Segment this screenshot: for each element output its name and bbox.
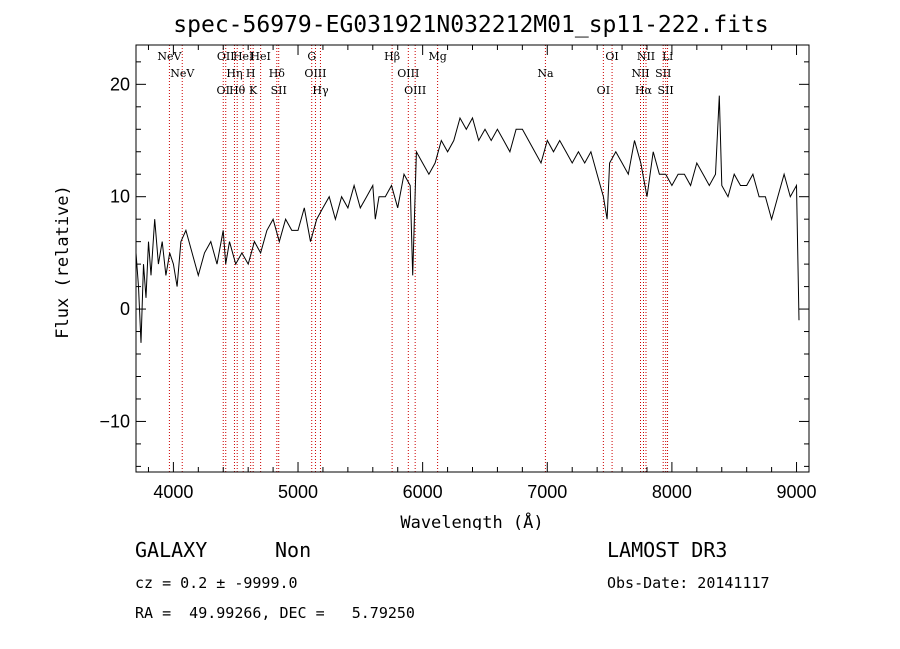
x-tick-label-0: 4000	[153, 482, 193, 502]
emission-line-labels: NeV NeV OI OII Hη Hθ HeI HK HeI Hδ SII G OIII Hγ Hβ OII…	[157, 50, 673, 97]
line-label-22: NII	[631, 67, 649, 80]
object-subclass: Non	[275, 538, 312, 562]
line-label-18: Mg	[428, 50, 446, 63]
ra-dec-text: RA = 49.99266, DEC = 5.79250	[135, 604, 415, 622]
line-label-16: OIII	[397, 67, 419, 80]
line-label-1: NeV	[170, 67, 195, 80]
line-label-11: SII	[271, 84, 287, 97]
line-label-14: Hγ	[312, 84, 329, 97]
x-tick-label-4: 8000	[652, 482, 692, 502]
x-tick-label-3: 7000	[527, 482, 567, 502]
x-axis-ticks: 4000 5000 6000 7000 8000 9000	[147, 45, 817, 502]
line-label-15: Hβ	[384, 50, 400, 63]
line-label-12: G	[307, 50, 316, 63]
line-label-6: HeI	[233, 50, 253, 63]
line-label-25: SII	[655, 67, 671, 80]
y-tick-label-2: 10	[110, 187, 130, 207]
obs-date-text: Obs-Date: 20141117	[607, 574, 770, 592]
line-label-27: Li	[662, 50, 673, 63]
x-tick-label-1: 5000	[278, 482, 318, 502]
line-label-2: OI	[217, 84, 230, 97]
x-tick-label-5: 9000	[777, 482, 817, 502]
line-label-23: Hα	[635, 84, 653, 97]
line-label-21: OI	[605, 50, 618, 63]
x-axis-label: Wavelength (Å)	[400, 511, 543, 530]
line-label-19: Na	[537, 67, 554, 80]
survey-label: LAMOST DR3	[607, 538, 728, 562]
line-label-8: K	[249, 84, 258, 97]
spectrum-plot: spec-56979-EG031921N032212M01_sp11-222.f…	[53, 12, 817, 530]
line-label-0: NeV	[157, 50, 182, 63]
line-label-24: NII	[637, 50, 655, 63]
chart-title: spec-56979-EG031921N032212M01_sp11-222.f…	[173, 12, 768, 38]
y-tick-label-0: −10	[99, 411, 130, 431]
emission-line-markers	[168, 45, 669, 472]
x-tick-label-2: 6000	[403, 482, 443, 502]
line-label-4: Hη	[226, 67, 242, 80]
flux-series-line	[135, 95, 800, 343]
line-label-17: OIII	[404, 84, 426, 97]
object-class: GALAXY	[135, 538, 208, 562]
redshift-text: cz = 0.2 ± -9999.0	[135, 574, 298, 592]
line-label-26: SII	[658, 84, 674, 97]
line-label-9: HeI	[250, 50, 270, 63]
y-axis-ticks: −10 0 10 20	[99, 61, 809, 467]
line-label-7: H	[246, 67, 256, 80]
line-label-13: OIII	[304, 67, 326, 80]
y-axis-label: Flux (relative)	[53, 185, 73, 339]
line-label-5: Hθ	[229, 84, 246, 97]
line-label-10: Hδ	[269, 67, 286, 80]
y-tick-label-1: 0	[120, 299, 130, 319]
line-label-3: OII	[217, 50, 235, 63]
line-label-20: OI	[597, 84, 610, 97]
y-tick-label-3: 20	[110, 74, 130, 94]
